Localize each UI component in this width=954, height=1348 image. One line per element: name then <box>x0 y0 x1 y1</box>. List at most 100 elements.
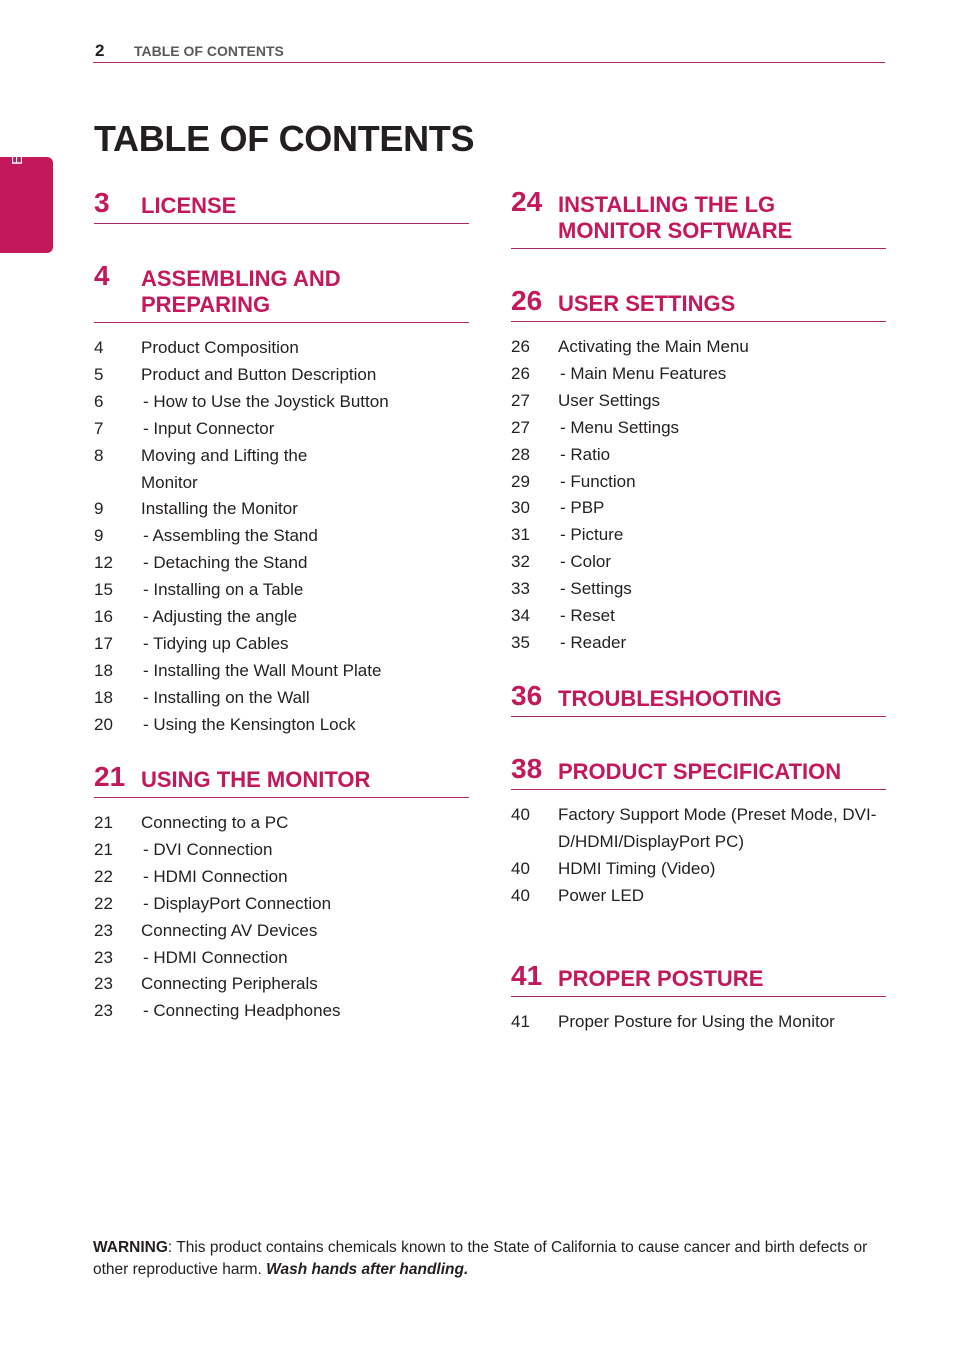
entry-text: - Adjusting the angle <box>143 607 298 627</box>
toc-entry[interactable]: 4 Product Composition <box>94 335 469 362</box>
toc-entry[interactable]: 5 Product and Button Description <box>94 362 469 389</box>
entry-page-number: 31 <box>511 525 530 545</box>
toc-entry[interactable]: 22 - HDMI Connection <box>94 864 469 891</box>
toc-section-heading[interactable]: 21 USING THE MONITOR <box>94 761 469 798</box>
entry-text: Power LED <box>558 885 644 905</box>
entry-page-number: 34 <box>511 606 530 626</box>
toc-entry[interactable]: 9 Installing the Monitor <box>94 496 469 523</box>
entry-page-number: 23 <box>94 947 113 967</box>
section-title: PRODUCT SPECIFICATION <box>558 759 842 784</box>
entry-page-number: 30 <box>511 498 530 518</box>
toc-entry[interactable]: 17 - Tidying up Cables <box>94 631 469 658</box>
toc-section-heading[interactable]: 3 LICENSE <box>94 187 469 224</box>
entry-text: - HDMI Connection <box>143 866 288 886</box>
warning-text: : This product contains chemicals known … <box>93 1239 868 1278</box>
entry-page-number: 5 <box>94 364 104 384</box>
entry-page-number: 27 <box>511 417 530 437</box>
entry-text: - Tidying up Cables <box>143 633 289 653</box>
entry-page-number: 21 <box>94 813 113 832</box>
section-title: LICENSE <box>141 193 237 218</box>
entry-text: Connecting AV Devices <box>141 920 318 940</box>
entry-page-number: 18 <box>94 660 113 680</box>
entry-page-number: 33 <box>511 579 530 599</box>
toc-entry[interactable]: 7 - Input Connector <box>94 416 469 443</box>
toc-entry[interactable]: 22 - DisplayPort Connection <box>94 891 469 918</box>
entry-page-number: 27 <box>511 390 530 410</box>
section-page-number: 4 <box>94 260 110 291</box>
entry-page-number: 41 <box>511 1012 530 1031</box>
entry-text: - Installing on a Table <box>143 580 304 600</box>
toc-entry[interactable]: 40 Power LED <box>511 883 886 910</box>
toc-entry[interactable]: 21 Connecting to a PC <box>94 810 469 837</box>
toc-entry[interactable]: 35 - Reader <box>511 630 886 657</box>
entry-text: Product and Button Description <box>141 364 377 384</box>
toc-entry[interactable]: 31 - Picture <box>511 522 886 549</box>
toc-entry[interactable]: 27 - Menu Settings <box>511 415 886 442</box>
toc-section-heading[interactable]: 41 PROPER POSTURE <box>511 960 886 997</box>
entry-text: - Menu Settings <box>560 417 680 437</box>
toc-entry[interactable]: 32 - Color <box>511 549 886 576</box>
toc-section: 3 LICENSE <box>94 187 469 224</box>
toc-section: 24 INSTALLING THE LG MONITOR SOFTWARE <box>511 186 886 249</box>
toc-entry[interactable]: 26 Activating the Main Menu <box>511 334 886 361</box>
entry-text: Product Composition <box>141 338 299 357</box>
toc-section-heading[interactable]: 26 USER SETTINGS <box>511 285 886 322</box>
toc-section-heading[interactable]: 24 INSTALLING THE LG MONITOR SOFTWARE <box>511 186 886 249</box>
entry-text: - HDMI Connection <box>143 947 288 967</box>
toc-entry[interactable]: 23 Connecting AV Devices <box>94 918 469 945</box>
entry-text: HDMI Timing (Video) <box>558 858 716 878</box>
entry-page-number: 40 <box>511 805 530 824</box>
section-page-number: 26 <box>511 285 543 316</box>
toc-section: 26 USER SETTINGS 26 Activating the Main Men… <box>511 285 886 657</box>
toc-section-heading[interactable]: 4 ASSEMBLING AND PREPARING <box>94 260 469 323</box>
entry-text: - DisplayPort Connection <box>143 893 332 913</box>
toc-entry-list: 4 Product Composition 5 Product and Button … <box>94 335 469 739</box>
toc-entry-list: 41 Proper Posture for Using the Monitor <box>511 1009 886 1036</box>
entry-text: Proper Posture for Using the Monitor <box>558 1012 835 1031</box>
toc-section-heading[interactable]: 36 TROUBLESHOOTING <box>511 680 886 717</box>
toc-entry[interactable]: 41 Proper Posture for Using the Monitor <box>511 1009 886 1036</box>
toc-entry[interactable]: 16 - Adjusting the angle <box>94 604 469 631</box>
toc-entry[interactable]: 15 - Installing on a Table <box>94 577 469 604</box>
toc-section: 36 TROUBLESHOOTING <box>511 680 886 717</box>
entry-text: - PBP <box>560 498 605 518</box>
language-tab-label: ENGLISH <box>9 95 26 165</box>
toc-entry[interactable]: 9 - Assembling the Stand <box>94 523 469 550</box>
toc-entry[interactable]: 12 - Detaching the Stand <box>94 550 469 577</box>
entry-text: - Installing the Wall Mount Plate <box>143 660 382 680</box>
entry-page-number: 6 <box>94 391 104 411</box>
toc-entry[interactable]: 27 User Settings <box>511 388 886 415</box>
section-page-number: 38 <box>511 753 543 784</box>
toc-entry[interactable]: 34 - Reset <box>511 603 886 630</box>
toc-entry[interactable]: 8 Moving and Lifting the Monitor <box>94 443 469 497</box>
toc-entry[interactable]: 20 - Using the Kensington Lock <box>94 712 469 739</box>
entry-text: - Installing on the Wall <box>143 687 310 707</box>
toc-entry[interactable]: 40 HDMI Timing (Video) <box>511 856 886 883</box>
toc-entry[interactable]: 30 - PBP <box>511 495 886 522</box>
entry-page-number: 9 <box>94 526 104 546</box>
entry-text: - Reader <box>560 632 627 652</box>
toc-entry[interactable]: 33 - Settings <box>511 576 886 603</box>
toc-section: 41 PROPER POSTURE 41 Proper Posture for Usi… <box>511 960 886 1036</box>
entry-text: Installing the Monitor <box>141 499 298 519</box>
toc-entry[interactable]: 23 Connecting Peripherals <box>94 971 469 998</box>
toc-entry[interactable]: 18 - Installing the Wall Mount Plate <box>94 658 469 685</box>
entry-text: - Reset <box>560 606 615 626</box>
toc-entry[interactable]: 21 - DVI Connection <box>94 837 469 864</box>
entry-text: - Using the Kensington Lock <box>143 714 356 734</box>
toc-entry[interactable]: 23 - Connecting Headphones <box>94 998 469 1025</box>
toc-entry[interactable]: 18 - Installing on the Wall <box>94 685 469 712</box>
toc-entry[interactable]: 28 - Ratio <box>511 442 886 469</box>
toc-entry[interactable]: 23 - HDMI Connection <box>94 945 469 972</box>
entry-text: - Color <box>560 552 612 572</box>
entry-text: - How to Use the Joystick Button <box>143 391 389 411</box>
toc-entry[interactable]: 29 - Function <box>511 469 886 496</box>
toc-section-heading[interactable]: 38 PRODUCT SPECIFICATION <box>511 753 886 790</box>
entry-page-number: 32 <box>511 552 530 572</box>
toc-entry[interactable]: 26 - Main Menu Features <box>511 361 886 388</box>
toc-entry[interactable]: 6 - How to Use the Joystick Button <box>94 389 469 416</box>
entry-text: - Input Connector <box>143 418 275 438</box>
section-page-number: 24 <box>511 186 543 217</box>
toc-entry[interactable]: 40 Factory Support Mode (Preset Mode, DVI… <box>511 802 886 856</box>
entry-text: Connecting to a PC <box>141 813 289 832</box>
